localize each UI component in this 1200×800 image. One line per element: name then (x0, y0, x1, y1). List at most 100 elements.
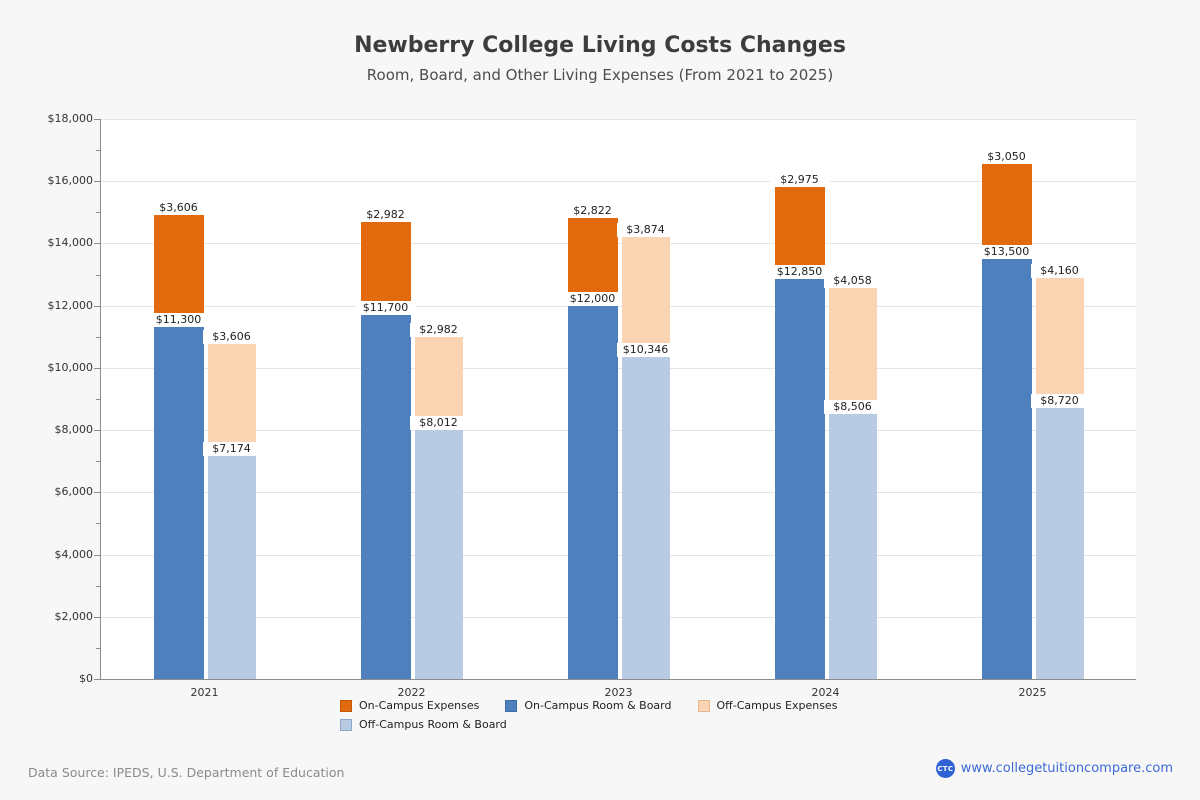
legend-item[interactable]: On-Campus Room & Board (505, 699, 672, 712)
site-url[interactable]: www.collegetuitioncompare.com (960, 761, 1173, 776)
y-axis-label: $14,000 (47, 236, 94, 250)
y-axis-label: $18,000 (47, 112, 94, 125)
legend-swatch (340, 718, 352, 731)
bar-segment[interactable] (1035, 407, 1084, 679)
bar-segment[interactable] (414, 429, 463, 679)
y-axis-tick (94, 119, 100, 120)
y-axis-label: $8,000 (54, 423, 94, 437)
bar-segment[interactable] (207, 343, 256, 456)
legend-item[interactable]: On-Campus Expenses (340, 699, 479, 712)
bar-segment[interactable] (828, 288, 877, 415)
gridline (101, 305, 1136, 307)
legend-label: Off-Campus Room & Board (359, 718, 507, 731)
bar-segment[interactable] (828, 414, 877, 679)
y-axis-label: $4,000 (54, 547, 94, 561)
x-axis-label: 2024 (811, 686, 840, 699)
plot-area: $0 $2,000 $4,000 $6,000 $8,000 $10,000 $12,000… (48, 112, 1136, 699)
bar-segment[interactable] (1035, 278, 1084, 408)
gridline (101, 492, 1136, 494)
bar-segment[interactable] (567, 305, 618, 679)
bar-segment[interactable] (360, 222, 411, 315)
bar-value-label: $13,500 (976, 245, 1037, 259)
y-axis-tick (94, 492, 100, 494)
data-source: Data Source: IPEDS, U.S. Department of E… (28, 765, 345, 780)
legend-item[interactable]: Off-Campus Expenses (697, 699, 838, 712)
bar-value-label: $11,300 (148, 313, 209, 328)
x-axis-label: 2023 (604, 686, 633, 699)
y-axis-tick (94, 554, 100, 556)
y-axis-label: $16,000 (47, 174, 94, 188)
y-axis-tick (96, 585, 100, 587)
legend-label: On-Campus Room & Board (524, 699, 672, 712)
legend-label: On-Campus Expenses (359, 699, 480, 712)
bar-segment[interactable] (153, 215, 204, 328)
bar-segment[interactable] (207, 455, 256, 679)
y-axis-label: $0 (79, 672, 93, 685)
bar-segment[interactable] (360, 315, 411, 679)
gridline (101, 243, 1136, 245)
bar-value-label: $10,346 (616, 343, 675, 358)
bar-value-label: $2,982 (355, 208, 416, 223)
bar-value-label: $8,720 (1030, 393, 1089, 408)
y-axis-label: $6,000 (54, 485, 94, 499)
y-axis-tick (94, 430, 100, 432)
x-axis-label: 2021 (190, 686, 219, 699)
bar-value-label: $12,850 (769, 265, 830, 280)
bar-segment[interactable] (774, 279, 825, 679)
y-axis-tick (96, 274, 100, 276)
y-axis-tick (96, 336, 100, 338)
y-axis-label: $12,000 (47, 298, 94, 312)
gridline (101, 119, 1136, 120)
x-axis-label: 2025 (1018, 686, 1047, 699)
chart-title: Newberry College Living Costs Changes (354, 33, 846, 58)
y-axis-tick (96, 399, 100, 400)
gridline (101, 554, 1136, 556)
x-axis-label: 2022 (397, 686, 426, 699)
legend-items: On-Campus Expenses On-Campus Room & Board… (340, 699, 860, 731)
gridline (101, 430, 1136, 432)
legend-item[interactable]: Off-Campus Room & Board (340, 718, 507, 731)
y-axis-tick (96, 523, 100, 525)
y-axis-tick (94, 367, 100, 369)
bar-value-label: $3,050 (976, 150, 1037, 165)
bar-segment[interactable] (621, 236, 670, 358)
chart-subtitle: Room, Board, and Other Living Expenses (… (366, 66, 834, 84)
gridline (101, 367, 1136, 369)
bar-segment[interactable] (981, 164, 1032, 259)
bar-value-label: $7,174 (202, 441, 261, 456)
bar-segment[interactable] (153, 327, 204, 679)
y-axis-tick (96, 647, 100, 649)
bar-segment[interactable] (621, 357, 670, 679)
y-axis-tick (96, 150, 100, 152)
y-axis-tick (96, 461, 100, 463)
gridline (101, 181, 1136, 183)
y-axis-tick (94, 679, 100, 680)
bar-value-label: $12,000 (562, 291, 623, 306)
y-axis-tick (94, 616, 100, 618)
bar-value-label: $4,160 (1030, 264, 1089, 279)
bar-value-label: $11,700 (355, 301, 416, 315)
y-axis-tick (94, 305, 100, 307)
bar-segment[interactable] (774, 186, 825, 280)
bar-value-label: $3,874 (616, 222, 675, 237)
gridline (101, 616, 1136, 618)
legend: On-Campus Expenses On-Campus Room & Board… (0, 699, 1200, 731)
y-axis-label: $2,000 (54, 609, 94, 623)
bar-value-label: $2,975 (769, 172, 830, 187)
bar-value-label: $8,012 (409, 415, 468, 430)
site-link[interactable]: CTC www.collegetuitioncompare.com (935, 759, 1173, 778)
bar-value-label: $3,606 (148, 201, 209, 216)
legend-swatch (340, 699, 352, 712)
legend-swatch (697, 699, 710, 712)
ctc-logo-icon[interactable]: CTC (935, 759, 955, 778)
bar-value-label: $3,606 (202, 329, 261, 344)
y-axis-tick (94, 243, 100, 245)
legend-label: Off-Campus Expenses (716, 699, 838, 712)
bar-segment[interactable] (981, 259, 1032, 679)
y-axis-tick (96, 212, 100, 214)
bar-segment[interactable] (567, 217, 618, 306)
y-axis-tick (94, 181, 100, 183)
legend-swatch (505, 699, 518, 712)
bar-value-label: $8,506 (823, 400, 882, 415)
bar-segment[interactable] (414, 336, 463, 430)
